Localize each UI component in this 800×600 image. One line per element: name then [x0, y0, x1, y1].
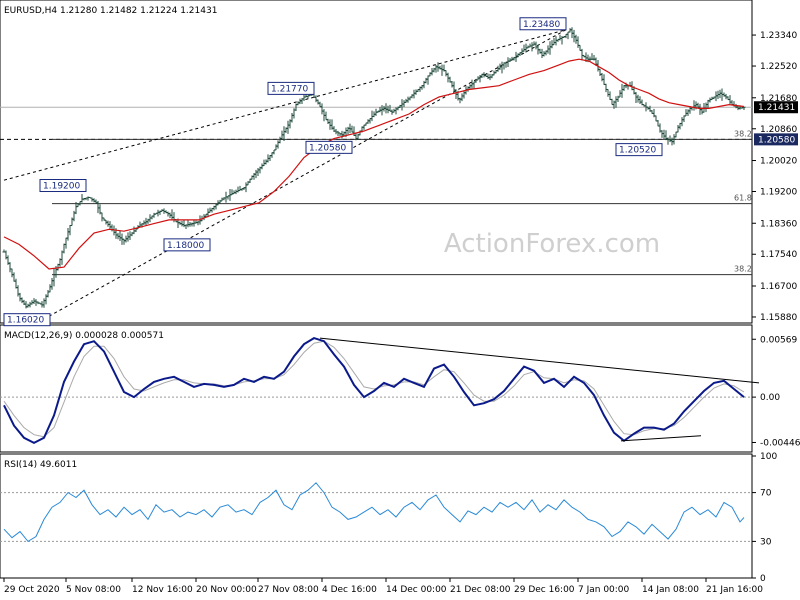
price-annotation-label: 1.16020: [7, 316, 44, 326]
price-annotation-box: [39, 179, 87, 193]
x-tick-label: 5 Nov 08:00: [66, 585, 121, 595]
moving-average-line: [3, 58, 745, 270]
x-tick-label: 4 Dec 16:00: [322, 585, 377, 595]
price-annotation-box: [305, 140, 353, 154]
rsi-header: RSI(14) 49.6011: [4, 460, 77, 470]
price-annotation-box: [615, 143, 663, 157]
rsi-y-tick-label: 30: [760, 537, 772, 547]
price-annotation-box: [267, 81, 315, 95]
macd-layer: [0, 337, 760, 445]
x-tick-label: 20 Nov 00:00: [196, 585, 257, 595]
x-tick-label: 21 Jan 16:00: [706, 585, 763, 595]
macd-line: [3, 337, 745, 445]
price-y-tick-label: 1.20860: [760, 125, 797, 135]
x-tick-label: 14 Jan 08:00: [642, 585, 699, 595]
macd-trendline: [620, 435, 702, 442]
macd-y-tick-label: 0.00569: [760, 335, 797, 345]
price-trendline: [3, 29, 567, 181]
rsi-y-tick-label: 70: [760, 489, 772, 499]
fib-level-label: 38.2: [734, 129, 752, 138]
macd-header: MACD(12,26,9) 0.000028 0.000571: [4, 331, 164, 341]
price-annotation-label: 1.19200: [43, 182, 80, 192]
fib-level-label: 38.2: [734, 265, 752, 274]
x-tick-label: 7 Jan 00:00: [578, 585, 630, 595]
axis-layer: 1.23340 1.22520 1.21680 1.20860 1.20020 1.192…: [3, 31, 800, 595]
price-panel-frame: [0, 0, 753, 324]
price-annotation-box: [3, 313, 51, 327]
x-tick-label: 14 Dec 00:00: [386, 585, 447, 595]
price-annotation-label: 1.21770: [271, 84, 308, 94]
price-y-tick-label: 1.19200: [760, 188, 797, 198]
macd-y-tick-label: 0.00: [760, 393, 780, 403]
x-tick-label: 29 Oct 2020: [4, 585, 60, 595]
macd-y-tick-label: -0.00446: [760, 438, 800, 448]
price-y-tick-label: 1.20020: [760, 157, 797, 167]
price-y-tick-label: 1.23340: [760, 31, 797, 41]
x-tick-label: 21 Dec 08:00: [450, 585, 511, 595]
macd-trendline: [319, 337, 760, 384]
price-annotation-label: 1.20580: [309, 143, 346, 153]
support-box: [754, 133, 798, 146]
price-y-tick-label: 1.15880: [760, 313, 797, 323]
price-annotation-label: 1.23480: [523, 20, 560, 30]
x-tick-label: 29 Dec 16:00: [514, 585, 575, 595]
price-y-tick-label: 1.16700: [760, 282, 797, 292]
price-annotation-box: [519, 17, 567, 31]
fib-level-label: 61.8: [734, 194, 752, 203]
last-price-box: [754, 101, 798, 114]
price-layer: 38.2 61.8 38.2 1.23480 1.21770 1.20580 1.20520…: [0, 17, 752, 327]
price-y-tick-label: 1.18360: [760, 219, 797, 229]
rsi-y-tick-label: 100: [760, 452, 777, 462]
support-label: 1.20580: [758, 135, 795, 145]
rsi-line: [3, 482, 745, 543]
price-y-tick-label: 1.21680: [760, 94, 797, 104]
x-tick-label: 12 Nov 16:00: [132, 585, 193, 595]
price-annotation-box: [163, 238, 211, 252]
watermark: ActionForex.com: [444, 229, 660, 259]
macd-signal-line: [3, 340, 745, 438]
price-annotation-label: 1.20520: [619, 146, 656, 156]
x-tick-label: 27 Nov 08:00: [258, 585, 319, 595]
price-header: EURUSD,H4 1.21280 1.21482 1.21224 1.2143…: [4, 6, 217, 16]
last-price-label: 1.21431: [758, 103, 795, 113]
price-annotation-label: 1.18000: [167, 241, 204, 251]
rsi-panel-frame: [0, 453, 753, 579]
price-y-tick-label: 1.17540: [760, 250, 797, 260]
rsi-y-tick-label: 0: [760, 574, 766, 584]
rsi-layer: [0, 482, 752, 543]
price-y-tick-label: 1.22520: [760, 62, 797, 72]
